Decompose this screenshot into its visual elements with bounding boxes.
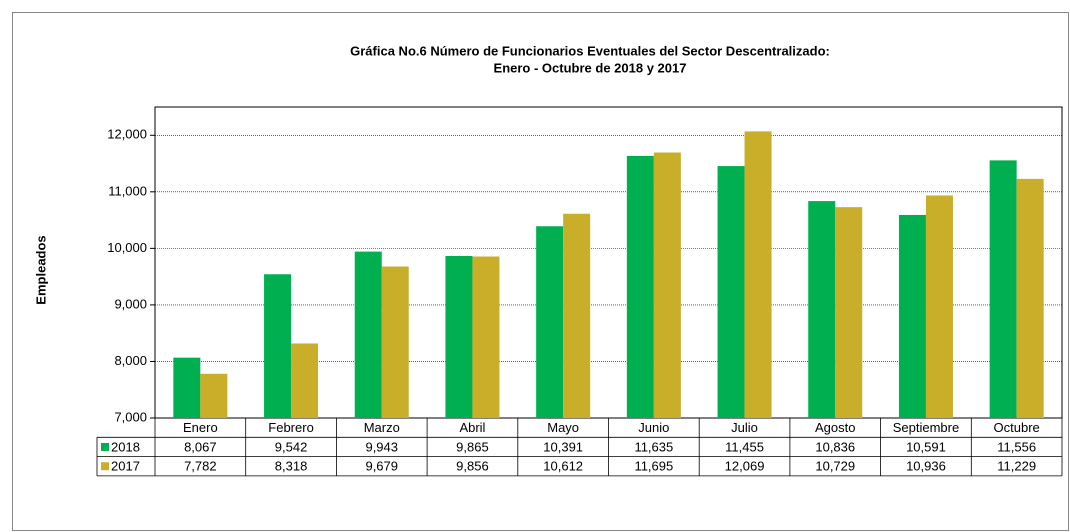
table-value: 10,591 [906, 439, 946, 454]
bar [445, 255, 473, 418]
table-value: 7,782 [184, 459, 217, 474]
x-tick-label: Febrero [268, 420, 314, 435]
x-tick-label: Abril [459, 420, 485, 435]
y-tick-label: 9,000 [114, 296, 147, 311]
legend-label: 2017 [111, 459, 140, 474]
x-tick-label: Junio [638, 420, 669, 435]
y-axis-title: Empleados [33, 235, 48, 304]
x-tick-label: Marzo [364, 420, 400, 435]
x-tick-label: Septiembre [893, 420, 959, 435]
bar [1016, 178, 1044, 418]
table-value: 10,836 [815, 439, 855, 454]
table-value: 9,856 [456, 459, 489, 474]
table-value: 9,679 [365, 459, 398, 474]
table-value: 11,229 [997, 459, 1036, 474]
y-tick-label: 8,000 [114, 353, 147, 368]
legend-swatch [101, 462, 109, 471]
bar [626, 155, 654, 419]
chart-title: Gráfica No.6 Número de Funcionarios Even… [350, 43, 830, 58]
bar [898, 214, 926, 418]
table-value: 9,943 [365, 439, 398, 454]
table-value: 12,069 [725, 459, 765, 474]
bar [653, 152, 681, 418]
y-tick-label: 7,000 [114, 409, 147, 424]
bar [200, 373, 228, 418]
bar [536, 226, 564, 418]
bar [808, 201, 836, 418]
table-value: 10,936 [906, 459, 946, 474]
table-value: 8,318 [275, 459, 308, 474]
chart-title: Enero - Octubre de 2018 y 2017 [494, 60, 687, 75]
x-tick-label: Agosto [815, 420, 855, 435]
bar [744, 131, 772, 418]
table-value: 10,391 [543, 439, 583, 454]
table-value: 10,729 [815, 459, 855, 474]
bar [717, 166, 745, 418]
bar [989, 160, 1017, 418]
bar [925, 195, 953, 418]
table-value: 11,635 [634, 439, 673, 454]
y-tick-label: 11,000 [108, 183, 147, 198]
bar [563, 213, 591, 418]
bar [354, 251, 382, 418]
legend-swatch [101, 442, 109, 451]
y-tick-label: 12,000 [107, 127, 147, 142]
x-tick-label: Julio [731, 420, 758, 435]
table-value: 9,542 [275, 439, 308, 454]
y-tick-label: 10,000 [107, 240, 147, 255]
x-tick-label: Octubre [994, 420, 1040, 435]
bar [264, 274, 292, 418]
bar [173, 357, 201, 418]
bar [291, 343, 319, 418]
table-value: 8,067 [184, 439, 217, 454]
x-tick-label: Mayo [547, 420, 579, 435]
table-value: 10,612 [543, 459, 583, 474]
table-value: 11,556 [997, 439, 1036, 454]
bar [472, 256, 500, 418]
x-tick-label: Enero [183, 420, 218, 435]
table-value: 9,865 [456, 439, 489, 454]
legend-label: 2018 [111, 439, 140, 454]
bar [381, 266, 409, 418]
table-value: 11,455 [725, 439, 764, 454]
table-value: 11,695 [634, 459, 673, 474]
bar [835, 207, 863, 418]
